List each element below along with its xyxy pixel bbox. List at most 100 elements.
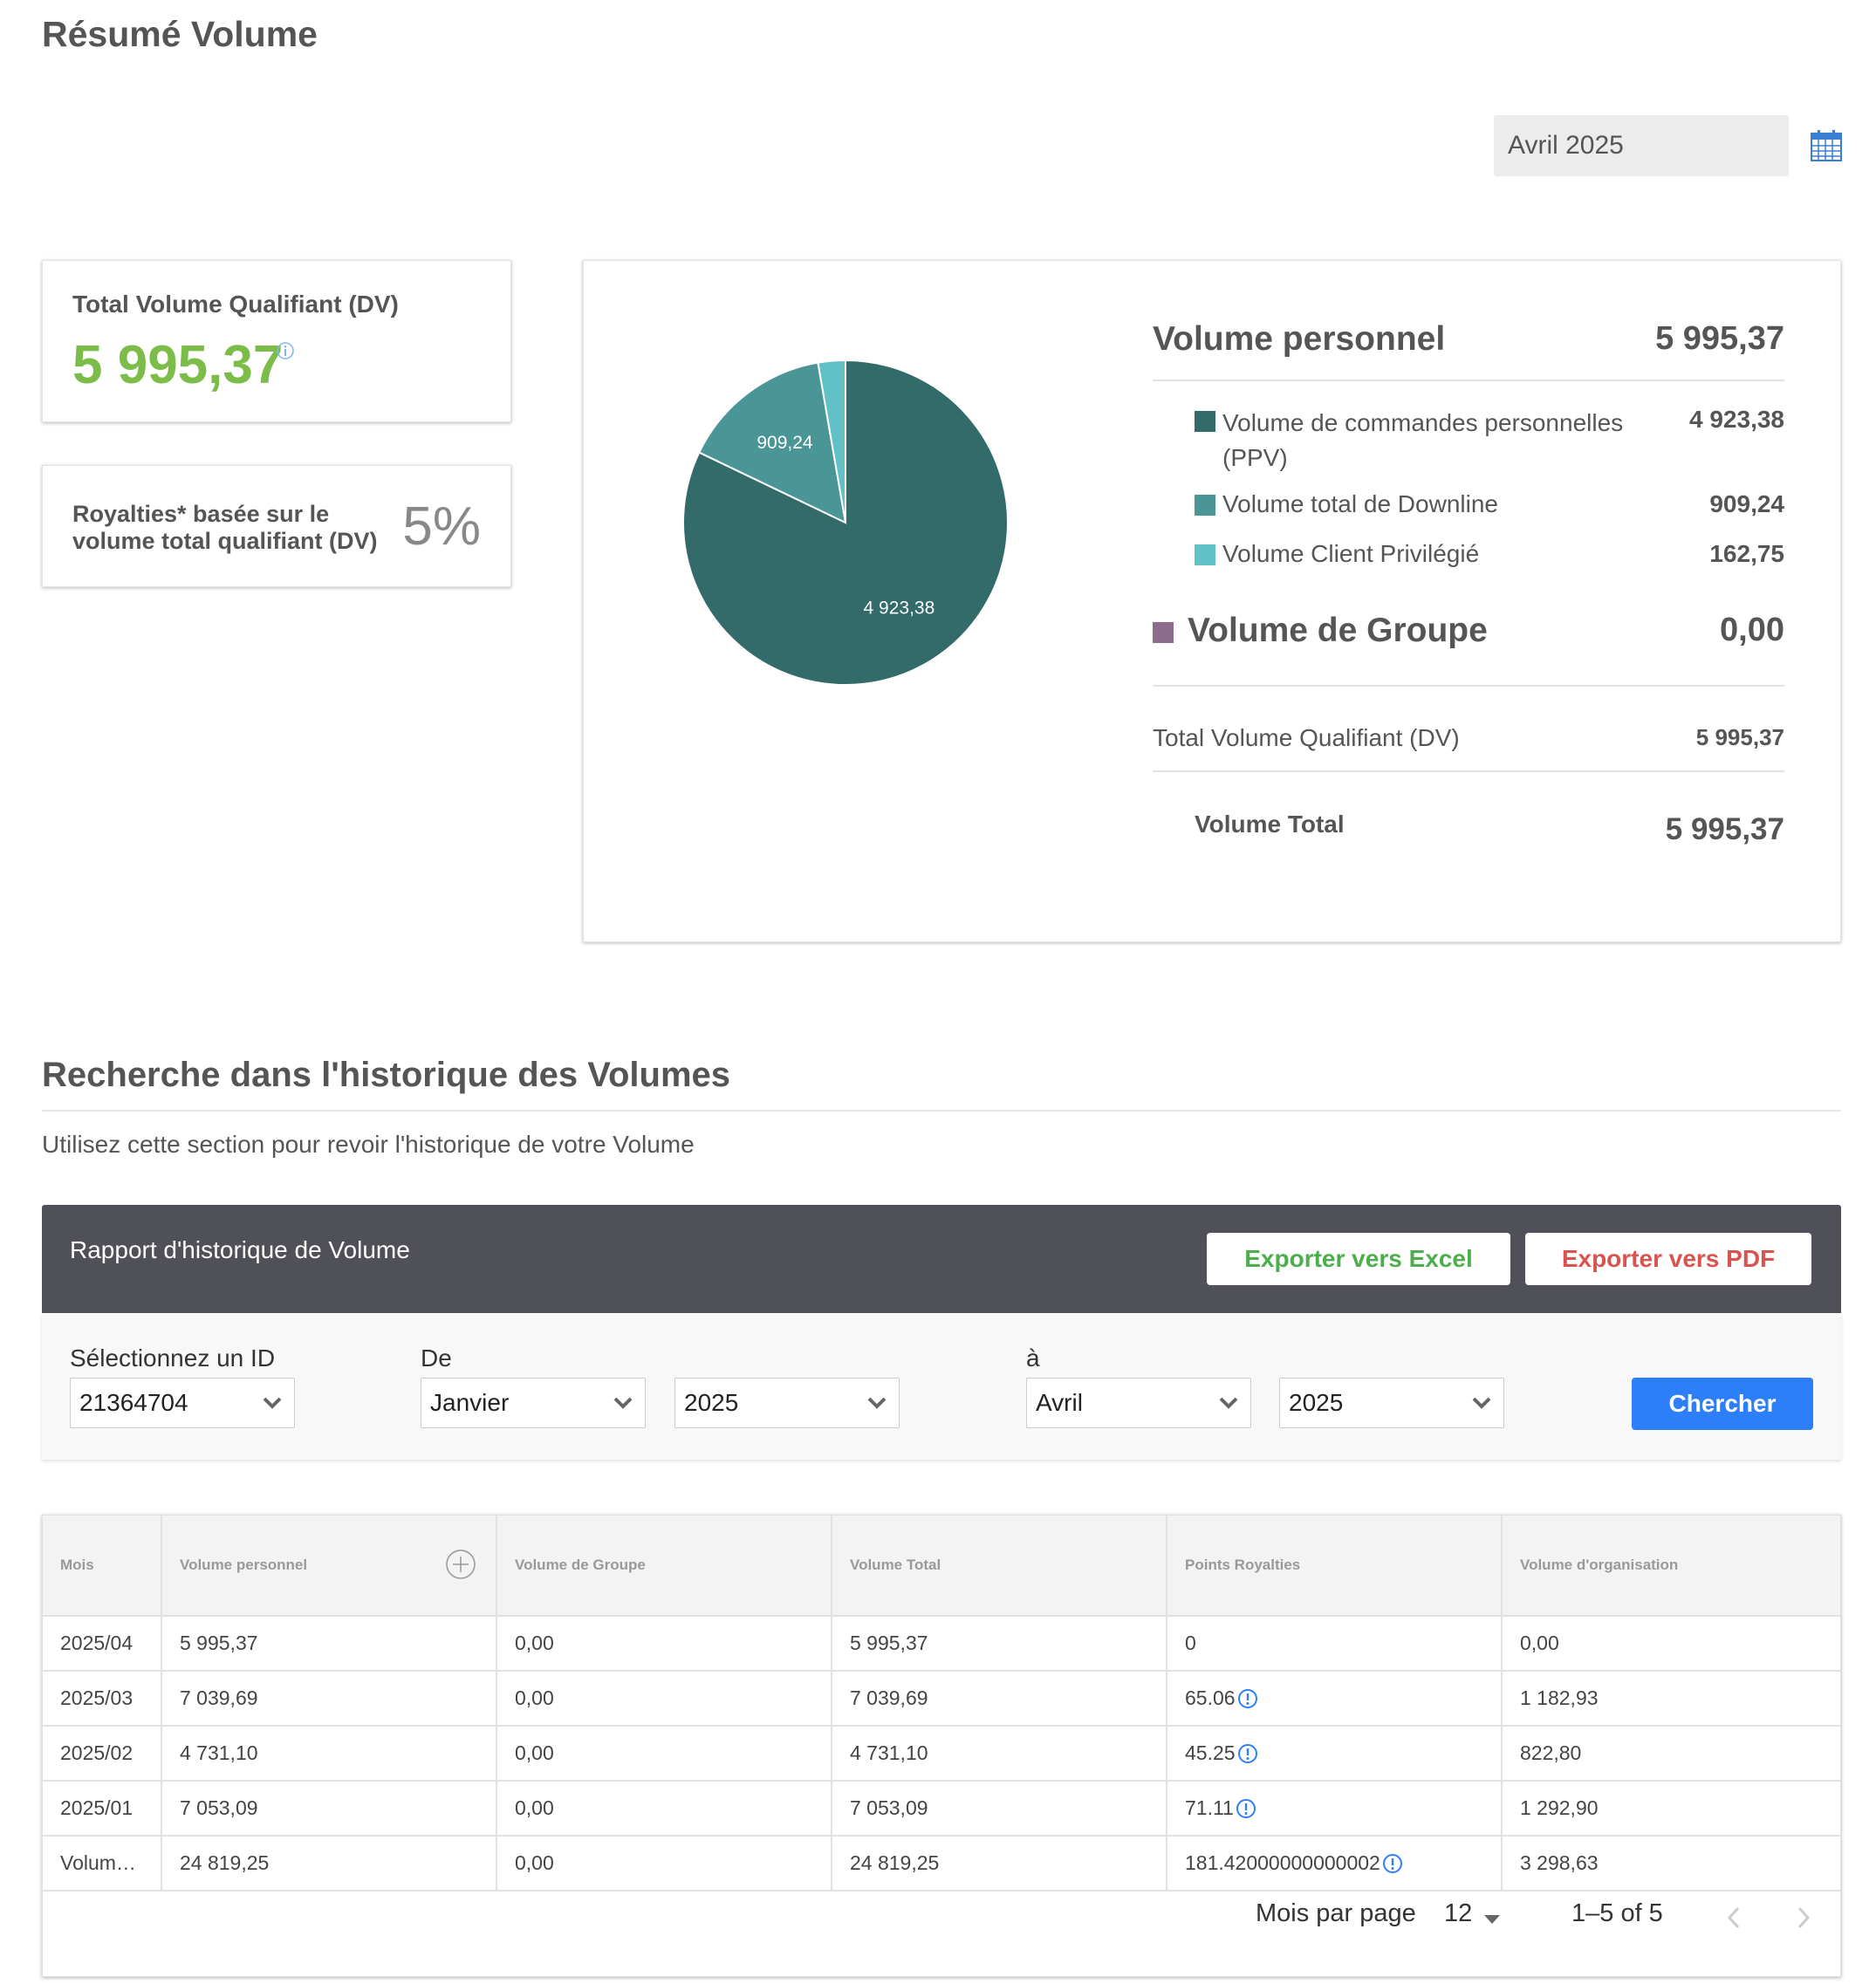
table-row: 2025/02 4 731,10 0,00 4 731,10 45.25 822,80 [43,1726,1840,1782]
column-header-organisation-volume[interactable]: Volume d'organisation [1502,1515,1840,1617]
table-cell-value: 7 039,69 [180,1686,258,1709]
info-icon[interactable] [1236,1798,1256,1819]
table-cell: 0 [1167,1616,1503,1672]
table-cell: 0,00 [496,1616,832,1672]
table-cell: 2025/03 [43,1671,162,1727]
table-cell-value: 3 298,63 [1520,1851,1599,1874]
to-month-value: Avril [1036,1389,1083,1416]
royalties-card-label: Royalties* basée sur le volume total qua… [72,501,378,554]
export-pdf-button[interactable]: Exporter vers PDF [1525,1233,1811,1285]
privileged-value: 162,75 [1709,540,1784,567]
table-cell-value: 2025/04 [60,1632,134,1654]
personal-volume-value: 5 995,37 [1655,320,1784,357]
divider [42,1110,1841,1112]
downline-value: 909,24 [1709,490,1784,517]
chevron-down-icon [1472,1397,1491,1409]
table-cell: 2025/02 [43,1726,162,1782]
divider [1153,770,1784,772]
to-month-select[interactable]: Avril [1026,1378,1251,1428]
table-cell-value: 0,00 [515,1796,554,1819]
to-year-select[interactable]: 2025 [1279,1378,1504,1428]
chevron-left-icon[interactable] [1725,1905,1742,1931]
table-cell-value: 5 995,37 [850,1632,928,1654]
history-section-description: Utilisez cette section pour revoir l'his… [42,1131,695,1158]
column-header-group-volume[interactable]: Volume de Groupe [496,1515,832,1617]
table-cell: 0,00 [496,1726,832,1782]
downline-label: Volume total de Downline [1222,490,1498,517]
from-year-select[interactable]: 2025 [674,1378,900,1428]
table-cell-value: 0,00 [515,1686,554,1709]
pie-slice[interactable] [697,361,847,524]
table-cell-value: 7 053,09 [850,1796,928,1819]
report-header-bar: Rapport d'historique de Volume Exporter … [42,1205,1841,1313]
info-icon[interactable] [276,341,295,360]
table-cell-value: 1 292,90 [1520,1796,1599,1819]
from-month-value: Janvier [430,1389,510,1416]
history-table-card: Mois Volume personnel Volume de Groupe V… [42,1515,1841,1977]
table-row: 2025/01 7 053,09 0,00 7 053,09 71.11 1 292,90 [43,1781,1840,1837]
column-header-month[interactable]: Mois [43,1515,162,1617]
column-header-total-volume[interactable]: Volume Total [832,1515,1167,1617]
volume-summary-card: 4 923,38 909,24 Volume personnel 5 995,37… [583,260,1841,942]
table-cell-value: 822,80 [1520,1741,1582,1764]
calendar-icon[interactable] [1810,129,1843,162]
from-label: De [421,1344,452,1372]
table-cell: 5 995,37 [161,1616,497,1672]
table-row: 2025/03 7 039,69 0,00 7 039,69 65.06 1 182,93 [43,1671,1840,1727]
id-select-value: 21364704 [79,1389,188,1416]
page-title: Résumé Volume [42,14,318,54]
rows-per-page-select[interactable]: 12 [1444,1899,1473,1927]
rows-per-page-label: Mois par page [1256,1899,1416,1927]
table-cell: 0,00 [1502,1616,1840,1672]
search-button[interactable]: Chercher [1632,1378,1813,1430]
table-cell: 5 995,37 [832,1616,1167,1672]
info-icon[interactable] [1382,1853,1403,1874]
from-month-select[interactable]: Janvier [421,1378,646,1428]
column-header-personal-volume[interactable]: Volume personnel [161,1515,497,1617]
dv-card-label: Total Volume Qualifiant (DV) [72,291,399,318]
table-cell-value: 1 182,93 [1520,1686,1599,1709]
table-row: 2025/04 5 995,37 0,00 5 995,37 0 0,00 [43,1616,1840,1672]
table-cell-value: 0,00 [515,1741,554,1764]
chevron-right-icon[interactable] [1795,1905,1812,1931]
chevron-down-icon [867,1397,887,1409]
column-header-royalty-points[interactable]: Points Royalties [1167,1515,1503,1617]
legend-swatch-privileged [1195,544,1215,565]
report-title: Rapport d'historique de Volume [70,1236,410,1263]
table-cell: 71.11 [1167,1781,1503,1837]
volume-pie-chart: 4 923,38 909,24 [682,359,1009,686]
table-cell: 45.25 [1167,1726,1503,1782]
table-cell: 7 053,09 [832,1781,1167,1837]
divider [1153,685,1784,687]
table-cell-value: 4 731,10 [180,1741,258,1764]
info-icon[interactable] [1237,1743,1258,1764]
dv-total-value: 5 995,37 [1695,724,1784,750]
plus-circle-icon[interactable] [445,1549,476,1580]
id-select-label: Sélectionnez un ID [70,1344,276,1372]
pagination-range: 1–5 of 5 [1571,1899,1663,1927]
table-cell: 1 292,90 [1502,1781,1840,1837]
table-cell: 0,00 [496,1671,832,1727]
export-excel-button[interactable]: Exporter vers Excel [1207,1233,1510,1285]
table-cell-value: 65.06 [1185,1686,1236,1709]
pie-slice[interactable] [817,359,846,523]
info-icon[interactable] [1237,1688,1258,1709]
table-cell-value: 0,00 [515,1851,554,1874]
caret-down-icon[interactable] [1484,1915,1500,1924]
table-cell: 7 039,69 [161,1671,497,1727]
table-cell: 0,00 [496,1836,832,1892]
id-select[interactable]: 21364704 [70,1378,295,1428]
legend-swatch-ppv [1195,411,1215,432]
table-cell-value: 24 819,25 [180,1851,270,1874]
column-header-label: Volume personnel [180,1556,308,1573]
group-volume-label: Volume de Groupe [1188,612,1488,649]
dv-total-label: Total Volume Qualifiant (DV) [1153,724,1460,751]
month-picker-input[interactable]: Avril 2025 [1494,115,1789,176]
history-section-title: Recherche dans l'historique des Volumes [42,1056,731,1094]
ppv-value: 4 923,38 [1689,406,1784,433]
table-cell: 822,80 [1502,1726,1840,1782]
table-cell: 3 298,63 [1502,1836,1840,1892]
legend-swatch-downline [1195,495,1215,516]
chevron-down-icon [1219,1397,1238,1409]
table-cell: 7 053,09 [161,1781,497,1837]
